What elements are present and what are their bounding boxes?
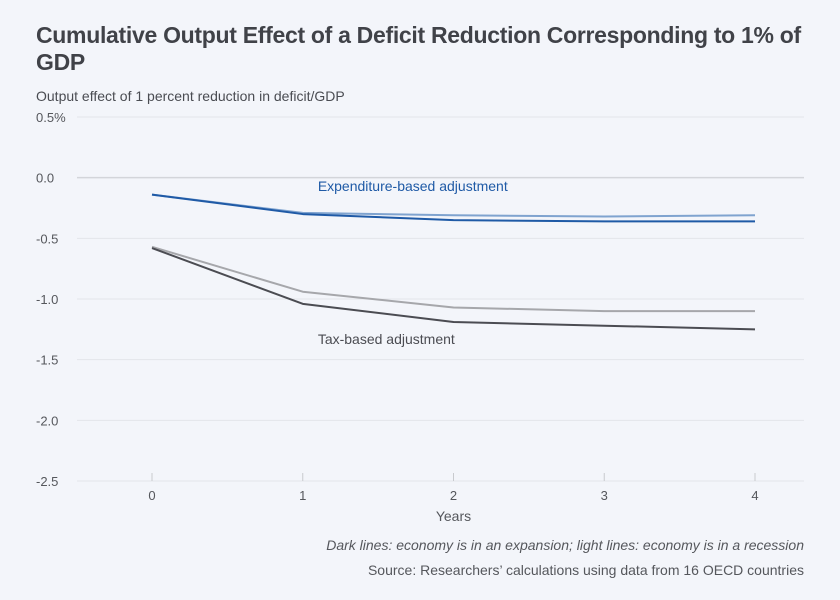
series-line-1 [151,193,755,223]
chart-title: Cumulative Output Effect of a Deficit Re… [36,22,801,75]
y-tick-label: -1.0 [36,292,58,307]
series-line-3 [151,247,756,331]
expenditure-label: Expenditure-based adjustment [318,178,508,194]
x-tick-label: 1 [299,488,306,503]
source-note: Source: Researchers’ calculations using … [367,562,804,578]
y-tick-label: -2.5 [36,474,58,489]
x-tick-label: 3 [601,488,608,503]
y-tick-label: -0.5 [36,231,58,246]
y-tick-label: 0.0 [36,171,54,186]
y-axis-label: Output effect of 1 percent reduction in … [36,88,345,104]
x-tick-label: 0 [148,488,155,503]
series-line-2 [151,245,755,313]
y-tick-label: 0.5% [36,110,66,125]
x-tick-label: 4 [751,488,758,503]
y-tick-label: -1.5 [36,353,58,368]
tax-label: Tax-based adjustment [318,331,455,347]
legend-note: Dark lines: economy is in an expansion; … [326,537,804,553]
x-tick-label: 2 [450,488,457,503]
x-axis-label: Years [436,508,471,524]
y-tick-label: -2.0 [36,413,58,428]
